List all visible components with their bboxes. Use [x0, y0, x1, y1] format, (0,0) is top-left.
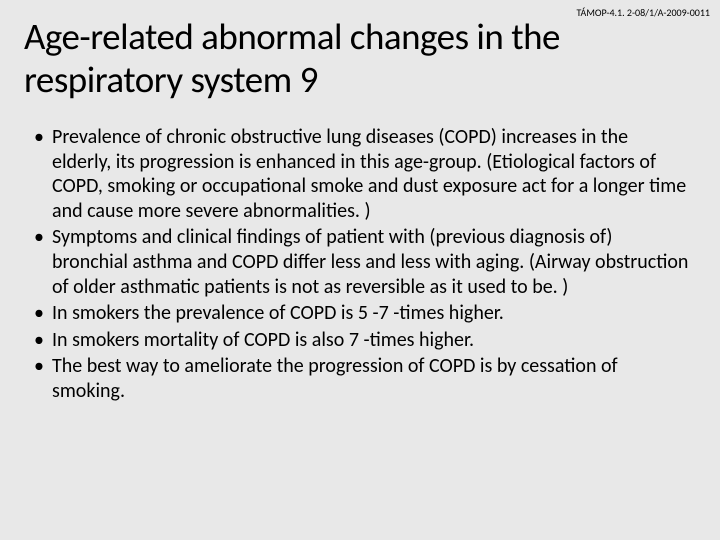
list-item: Prevalence of chronic obstructive lung d… — [30, 125, 690, 223]
content-area: Prevalence of chronic obstructive lung d… — [0, 115, 720, 404]
list-item: In smokers the prevalence of COPD is 5 -… — [30, 301, 690, 326]
list-item: Symptoms and clinical findings of patien… — [30, 225, 690, 299]
header-code: TÁMOP-4.1. 2-08/1/A-2009-0011 — [576, 6, 710, 19]
list-item: The best way to ameliorate the progressi… — [30, 354, 690, 403]
bullet-list: Prevalence of chronic obstructive lung d… — [30, 125, 690, 404]
list-item: In smokers mortality of COPD is also 7 -… — [30, 328, 690, 353]
